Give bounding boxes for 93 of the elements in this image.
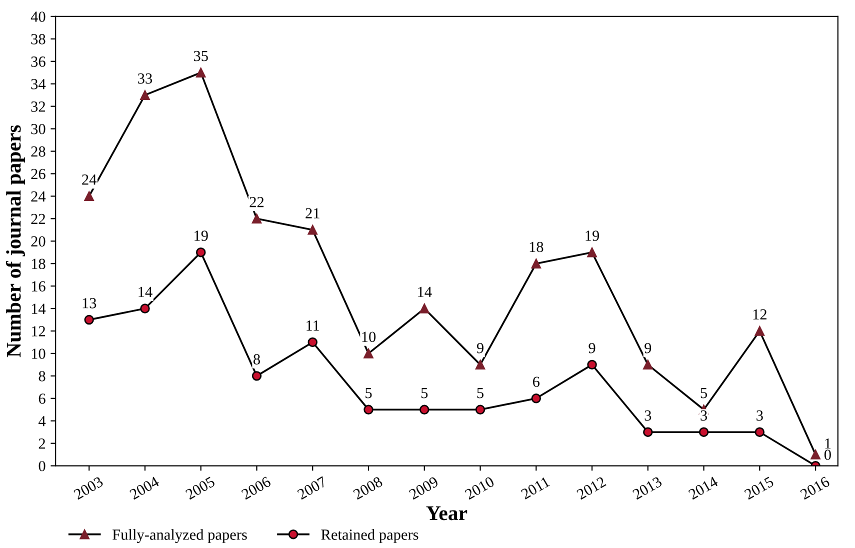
x-tick-label: 2009 <box>408 476 439 500</box>
data-label: 10 <box>362 332 376 342</box>
y-tick-label: 16 <box>32 281 46 292</box>
point <box>643 427 653 437</box>
point <box>643 360 653 370</box>
data-label: 9 <box>644 342 652 354</box>
point <box>140 304 150 314</box>
y-tick-label: 14 <box>32 304 46 314</box>
point <box>698 427 709 437</box>
y-tick-label: 20 <box>31 236 46 247</box>
x-tick-label: 2012 <box>576 476 606 500</box>
data-label: 11 <box>306 320 320 331</box>
data-label: 5 <box>421 388 428 398</box>
x-tick-label: 2005 <box>184 476 216 500</box>
y-tick-label: 10 <box>32 348 46 359</box>
x-tick-label: 2014 <box>688 476 719 500</box>
y-tick-label: 18 <box>32 258 46 270</box>
point <box>531 258 542 268</box>
legend-label: Retained papers <box>321 529 418 543</box>
y-tick-label: 22 <box>31 214 46 224</box>
point <box>364 348 374 358</box>
y-tick-label: 28 <box>31 146 46 157</box>
point <box>810 450 820 460</box>
data-label: 3 <box>756 410 763 421</box>
y-tick-label: 0 <box>38 460 46 472</box>
data-label: 5 <box>477 388 484 398</box>
data-label: 22 <box>250 196 264 208</box>
point <box>587 247 597 258</box>
x-tick-label: 2013 <box>632 476 663 500</box>
data-label: 0 <box>824 450 831 460</box>
point <box>420 304 430 314</box>
data-label: 19 <box>194 230 208 241</box>
y-tick-label: 40 <box>30 12 46 22</box>
data-label: 14 <box>138 286 152 297</box>
point <box>196 247 206 258</box>
y-tick-label: 34 <box>31 79 46 90</box>
data-label: 12 <box>753 309 766 320</box>
point <box>84 314 94 325</box>
legend-label: Fully-analyzed papers <box>112 529 247 543</box>
y-tick-label: 2 <box>38 438 46 449</box>
data-label: 3 <box>644 410 652 421</box>
point <box>475 404 486 414</box>
x-tick-label: 2004 <box>129 476 160 500</box>
y-tick-label: 6 <box>38 394 46 404</box>
data-label: 13 <box>82 298 96 308</box>
y-tick-label: 24 <box>31 191 46 202</box>
x-axis-title: Year <box>426 506 468 520</box>
x-tick-label: 2008 <box>352 476 384 500</box>
data-label: 5 <box>700 388 708 398</box>
y-tick-label: 26 <box>31 168 46 180</box>
point <box>754 427 765 437</box>
data-label: 8 <box>254 354 260 364</box>
point <box>308 337 318 348</box>
x-tick-label: 2006 <box>240 476 272 500</box>
data-label: 6 <box>532 376 540 387</box>
data-label: 21 <box>306 208 320 218</box>
y-tick-label: 30 <box>31 124 46 134</box>
data-label: 3 <box>700 410 708 421</box>
y-tick-label: 12 <box>32 326 46 336</box>
point <box>364 404 374 414</box>
x-tick-label: 2007 <box>296 476 328 500</box>
data-label: 1 <box>825 438 831 449</box>
data-label: 9 <box>476 342 484 354</box>
point <box>196 68 206 78</box>
x-tick-label: 2015 <box>744 476 774 500</box>
data-label: 35 <box>194 50 208 62</box>
x-tick-label: 2011 <box>520 476 550 500</box>
data-label: 18 <box>530 242 544 252</box>
point <box>84 191 94 202</box>
data-label: 9 <box>588 342 596 354</box>
data-label: 24 <box>82 174 97 185</box>
x-tick-label: 2010 <box>464 476 495 500</box>
point <box>140 90 150 100</box>
y-axis-title: Number of journal papers <box>6 125 26 358</box>
y-tick-label: 4 <box>38 416 46 426</box>
point <box>420 404 430 414</box>
y-tick-label: 36 <box>31 56 46 67</box>
data-label: 33 <box>138 73 152 84</box>
data-label: 5 <box>366 388 372 398</box>
data-label: 14 <box>418 286 432 297</box>
point <box>475 360 486 370</box>
point <box>252 214 262 224</box>
data-label: 19 <box>586 230 600 241</box>
point <box>252 371 262 381</box>
y-tick-label: 8 <box>38 371 46 382</box>
x-tick-label: 2003 <box>73 476 104 500</box>
point <box>754 326 765 336</box>
point <box>531 394 542 404</box>
point <box>587 360 597 370</box>
point <box>308 225 318 235</box>
y-tick-label: 32 <box>31 101 46 112</box>
x-tick-label: 2016 <box>800 476 830 500</box>
y-tick-label: 38 <box>31 34 46 44</box>
